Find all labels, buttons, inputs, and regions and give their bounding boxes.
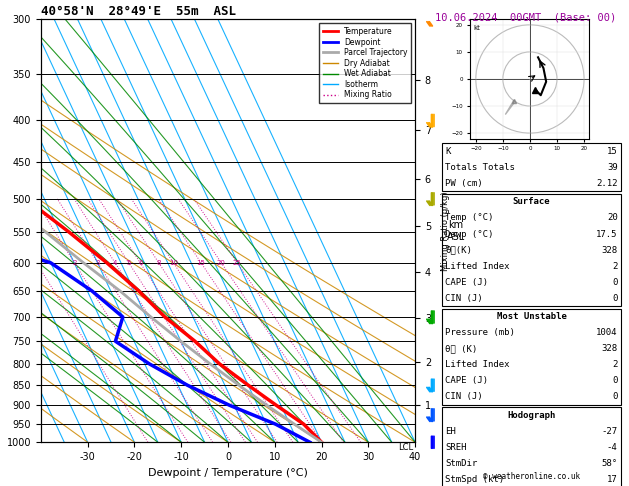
Text: θᴇ(K): θᴇ(K) <box>445 245 472 255</box>
Text: -4: -4 <box>607 443 618 452</box>
Text: 6: 6 <box>138 260 143 266</box>
Text: 20: 20 <box>607 213 618 223</box>
Text: CIN (J): CIN (J) <box>445 392 483 401</box>
Text: θᴇ (K): θᴇ (K) <box>445 344 477 353</box>
Text: Totals Totals: Totals Totals <box>445 163 515 172</box>
Text: EH: EH <box>445 427 456 436</box>
Text: Lifted Index: Lifted Index <box>445 360 510 369</box>
Text: StmDir: StmDir <box>445 459 477 468</box>
Text: 4: 4 <box>113 260 117 266</box>
Text: 25: 25 <box>233 260 242 266</box>
Text: 10: 10 <box>169 260 178 266</box>
Text: SREH: SREH <box>445 443 467 452</box>
Text: LCL: LCL <box>398 443 413 452</box>
Text: CAPE (J): CAPE (J) <box>445 278 488 287</box>
Text: 2: 2 <box>612 261 618 271</box>
Text: 328: 328 <box>601 245 618 255</box>
Text: K: K <box>445 147 451 156</box>
Text: 39: 39 <box>607 163 618 172</box>
Text: Dewp (°C): Dewp (°C) <box>445 229 494 239</box>
Text: Temp (°C): Temp (°C) <box>445 213 494 223</box>
Text: 0: 0 <box>612 376 618 385</box>
Text: 2.12: 2.12 <box>596 179 618 188</box>
Y-axis label: hPa: hPa <box>0 221 1 241</box>
Text: -27: -27 <box>601 427 618 436</box>
Text: 20: 20 <box>217 260 226 266</box>
Text: 2: 2 <box>612 360 618 369</box>
Text: Hodograph: Hodograph <box>508 411 555 420</box>
X-axis label: Dewpoint / Temperature (°C): Dewpoint / Temperature (°C) <box>148 468 308 478</box>
Text: StmSpd (kt): StmSpd (kt) <box>445 475 504 484</box>
Text: 58°: 58° <box>601 459 618 468</box>
Text: Pressure (mb): Pressure (mb) <box>445 328 515 337</box>
Text: 2: 2 <box>72 260 77 266</box>
Legend: Temperature, Dewpoint, Parcel Trajectory, Dry Adiabat, Wet Adiabat, Isotherm, Mi: Temperature, Dewpoint, Parcel Trajectory… <box>319 23 411 103</box>
Text: kt: kt <box>473 25 480 31</box>
Text: 17.5: 17.5 <box>596 229 618 239</box>
Text: 5: 5 <box>126 260 131 266</box>
Text: Mixing Ratio (g/kg): Mixing Ratio (g/kg) <box>440 191 450 271</box>
Text: CIN (J): CIN (J) <box>445 294 483 303</box>
Text: CAPE (J): CAPE (J) <box>445 376 488 385</box>
Text: Most Unstable: Most Unstable <box>496 312 567 321</box>
Text: 15: 15 <box>607 147 618 156</box>
Text: 0: 0 <box>612 278 618 287</box>
Text: Surface: Surface <box>513 197 550 207</box>
Text: 8: 8 <box>157 260 161 266</box>
Y-axis label: km
ASL: km ASL <box>447 220 465 242</box>
Text: © weatheronline.co.uk: © weatheronline.co.uk <box>483 472 580 481</box>
Text: Lifted Index: Lifted Index <box>445 261 510 271</box>
Text: 1004: 1004 <box>596 328 618 337</box>
Text: 40°58'N  28°49'E  55m  ASL: 40°58'N 28°49'E 55m ASL <box>41 5 236 18</box>
Text: 17: 17 <box>607 475 618 484</box>
Text: 3: 3 <box>96 260 100 266</box>
Text: 0: 0 <box>612 294 618 303</box>
Text: 15: 15 <box>197 260 206 266</box>
Text: 328: 328 <box>601 344 618 353</box>
Text: 10.06.2024  00GMT  (Base: 00): 10.06.2024 00GMT (Base: 00) <box>435 12 616 22</box>
Text: PW (cm): PW (cm) <box>445 179 483 188</box>
Text: 0: 0 <box>612 392 618 401</box>
